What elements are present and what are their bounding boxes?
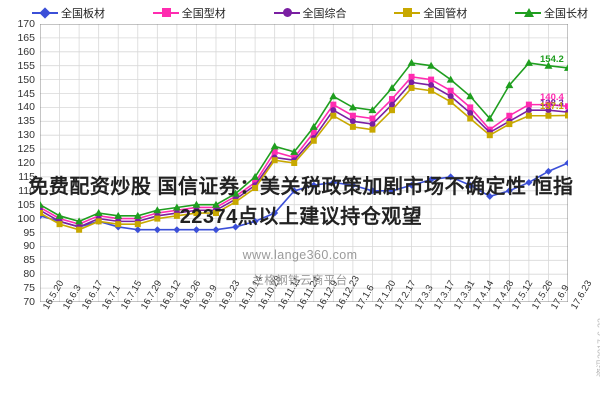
y-tick-label: 165 <box>17 31 35 44</box>
legend-item-5[interactable]: 全国长材 <box>515 5 588 21</box>
y-tick-label: 160 <box>17 45 35 58</box>
legend-marker-icon <box>152 7 179 19</box>
legend-label: 全国综合 <box>302 8 347 20</box>
legend-marker-icon <box>273 7 300 19</box>
y-tick-label: 145 <box>17 87 35 100</box>
grid-and-series <box>40 24 568 302</box>
y-tick-label: 125 <box>17 143 35 156</box>
y-tick-label: 130 <box>17 129 35 142</box>
y-tick-label: 120 <box>17 157 35 169</box>
y-tick-label: 155 <box>17 59 35 72</box>
y-tick-label: 85 <box>23 254 35 267</box>
series-end-label: 137.1 <box>540 101 564 113</box>
legend-marker-icon <box>394 7 421 19</box>
site-url-watermark: www.lange360.com <box>242 248 358 262</box>
y-tick-label: 110 <box>18 184 35 197</box>
plot-area: 140.4 138.3 137.1 154.2 <box>40 24 568 302</box>
legend-item-4[interactable]: 全国管材 <box>394 5 467 21</box>
x-axis-labels: 16.5.20 16.6.3 16.6.17 16.7.1 16.7.15 16.7.29… <box>40 274 594 366</box>
y-tick-label: 105 <box>17 198 35 211</box>
y-tick-label: 95 <box>23 226 35 239</box>
y-tick-label: 140 <box>17 101 35 114</box>
legend-label: 全国管材 <box>423 8 468 20</box>
y-tick-label: 70 <box>23 296 35 308</box>
y-tick-label: 170 <box>17 18 35 30</box>
legend-marker-icon <box>32 7 58 19</box>
legend-label: 全国板材 <box>61 8 105 20</box>
legend-item-3[interactable]: 全国综合 <box>273 5 347 21</box>
legend-label: 全国长材 <box>544 8 588 20</box>
y-tick-label: 100 <box>17 212 35 225</box>
series-end-label: 154.2 <box>540 53 564 65</box>
y-tick-label: 90 <box>23 240 35 253</box>
y-axis-labels: 70 75 80 85 90 95 100 105 110 115 120 125 130 135 140 1… <box>0 18 38 308</box>
series-end-label: 140.4 <box>540 92 564 104</box>
y-tick-label: 115 <box>18 170 35 183</box>
legend-item-2[interactable]: 全国型材 <box>152 5 226 21</box>
legend-marker-icon <box>515 7 541 19</box>
y-tick-label: 135 <box>17 115 35 128</box>
series-end-label: 138.3 <box>540 98 564 110</box>
y-tick-label: 150 <box>17 73 35 86</box>
y-tick-label: 75 <box>23 282 35 295</box>
legend-label: 全国型材 <box>181 8 226 20</box>
headline-overlay: 免费配资炒股 国信证券：美关税政策加剧市场不确定性 恒指22374点以上建议持仓… <box>28 176 574 228</box>
date-stamp: 资讯2017-6-23 <box>596 318 600 378</box>
brand-watermark: 兰格钢铁云商平台 <box>252 275 348 287</box>
y-tick-label: 80 <box>23 268 35 281</box>
legend-item-1[interactable]: 全国板材 <box>32 5 105 21</box>
chart-legend: 全国板材 全国型材 全国综合 全国管材 全国长材 <box>32 2 588 24</box>
